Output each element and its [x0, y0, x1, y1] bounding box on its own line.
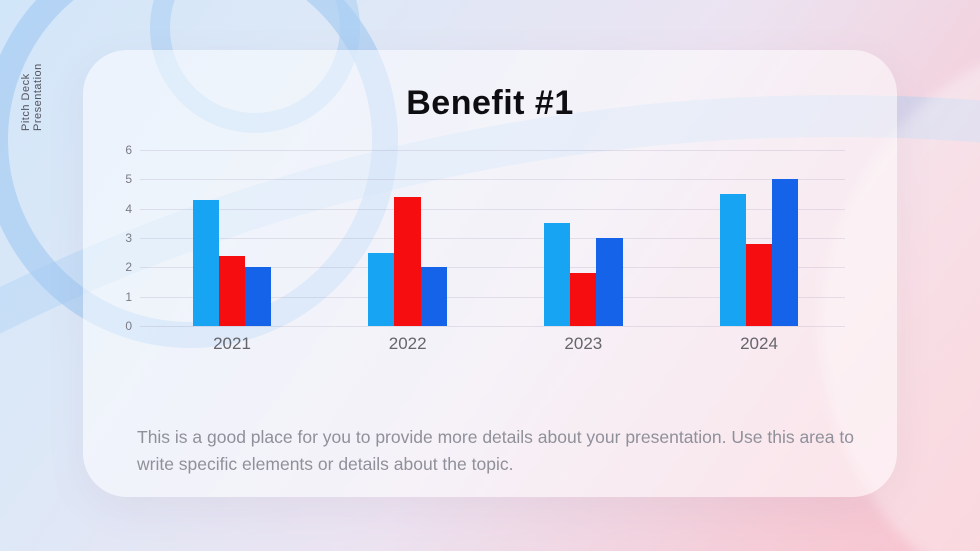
gridline [140, 238, 845, 239]
slide-title: Benefit #1 [406, 84, 574, 122]
bar-series-2-2024 [745, 243, 773, 326]
y-axis-tick: 1 [125, 289, 132, 304]
bar-series-1-2024 [719, 194, 746, 326]
x-axis-label-2024: 2024 [740, 334, 778, 353]
y-axis-tick: 3 [125, 231, 132, 245]
gridline [140, 326, 845, 327]
x-axis-label-2022: 2022 [388, 334, 427, 353]
content-card: Benefit #1 0 1 2 3 4 5 6 2021 2022 2023 2024 This … [83, 50, 897, 497]
bar-series-1-2022 [368, 252, 395, 326]
x-axis-label-2023: 2023 [564, 334, 603, 353]
bar-series-2-2022 [394, 196, 421, 326]
bar-group-2021 [192, 150, 272, 326]
bar-series-3-2021 [245, 267, 272, 326]
bar-series-2-2021 [218, 255, 246, 326]
x-axis-label-2021: 2021 [213, 334, 251, 353]
y-axis-tick: 5 [125, 172, 132, 187]
chart-plot [140, 150, 845, 327]
bar-group-2022 [368, 150, 448, 326]
slide-caption: This is a good place for you to provide … [137, 426, 854, 474]
bar-series-2-2023 [570, 273, 597, 326]
gridline [140, 208, 845, 210]
y-axis-tick: 6 [125, 143, 132, 157]
gridline [140, 296, 845, 298]
y-axis-tick: 0 [125, 319, 132, 333]
bar-group-2024 [719, 150, 799, 326]
gridline [140, 267, 845, 269]
bar-group-2023 [543, 150, 623, 326]
y-axis-tick: 4 [125, 201, 132, 216]
bar-series-3-2022 [420, 267, 448, 326]
bar-series-1-2021 [192, 199, 219, 326]
bar-series-3-2023 [596, 238, 623, 326]
side-label-vertical-text: Pitch Deck Presentation [20, 63, 44, 131]
bar-series-3-2024 [772, 179, 799, 326]
bar-series-1-2023 [543, 223, 571, 326]
bar-chart: 0 1 2 3 4 5 6 2021 2022 2023 2024 [83, 143, 897, 370]
gridline [140, 179, 845, 181]
y-axis-tick: 2 [125, 260, 132, 275]
gridline [140, 150, 845, 151]
